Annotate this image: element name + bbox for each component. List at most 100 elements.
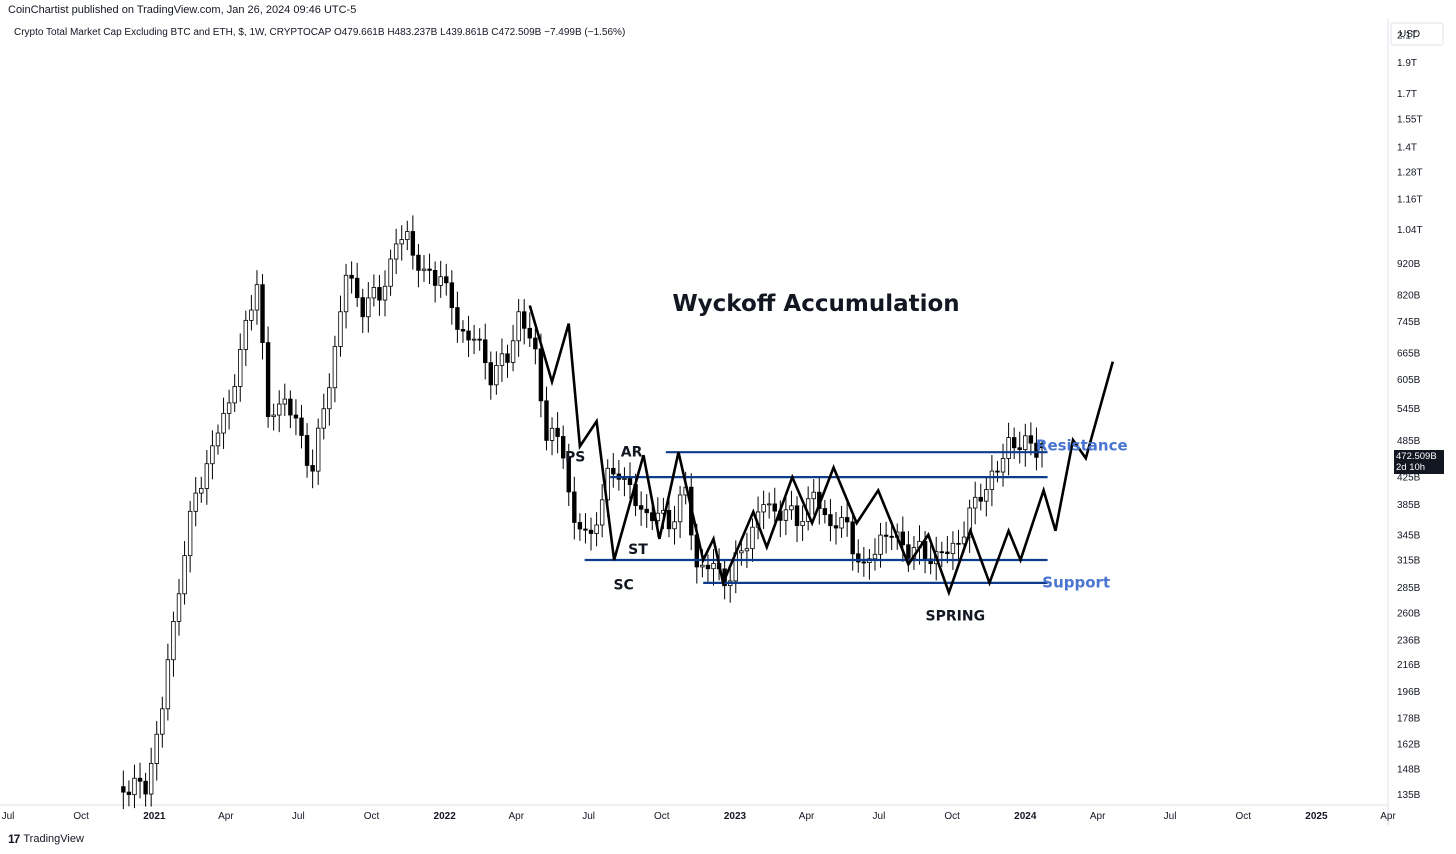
candle-body — [555, 427, 560, 437]
candle-body — [711, 562, 716, 570]
price-tick-label: 196B — [1397, 687, 1421, 698]
candle-body — [677, 494, 683, 523]
candle-body — [494, 365, 499, 386]
candle-body — [343, 274, 349, 313]
candle-body — [265, 342, 271, 418]
candle-body — [160, 708, 165, 735]
candle-body — [967, 507, 972, 538]
candle-body — [828, 514, 833, 527]
annotation-label-spring: SPRING — [926, 609, 986, 625]
candle-body — [165, 659, 171, 710]
price-tick-label: 1.16T — [1397, 195, 1423, 206]
price-tick-label: 2.1T — [1397, 30, 1417, 41]
candle-body — [360, 297, 365, 318]
chart-frame — [0, 18, 1444, 826]
candle-body — [210, 445, 215, 465]
tradingview-logo-icon: 17 — [8, 832, 20, 846]
price-tick-label: 236B — [1397, 635, 1421, 646]
candle-body — [577, 522, 583, 530]
candle-body — [215, 432, 221, 447]
price-tick-label: 260B — [1397, 609, 1421, 620]
time-tick-label: Apr — [218, 811, 234, 822]
currency-button-frame — [1390, 22, 1444, 46]
annotation-label-sc: SC — [613, 578, 633, 594]
candle-body — [282, 398, 287, 405]
candle-body — [421, 268, 427, 271]
price-tick-label: 1.9T — [1397, 58, 1417, 69]
candle-body — [978, 496, 983, 502]
price-tick-label: 315B — [1397, 556, 1421, 567]
price-tick-label: 1.55T — [1397, 114, 1423, 125]
price-tick-label: 425B — [1397, 473, 1421, 484]
time-tick-label: Oct — [1235, 811, 1251, 822]
candle-body — [304, 435, 310, 466]
candle-body — [833, 525, 839, 529]
candle-body — [449, 282, 455, 308]
time-tick-label: Oct — [944, 811, 960, 822]
candle-body — [889, 535, 894, 538]
candle-body — [444, 276, 449, 284]
candle-body — [221, 412, 226, 434]
candle-body — [766, 503, 772, 506]
candle-body — [783, 509, 789, 521]
candle-body — [349, 274, 354, 279]
candle-body — [249, 309, 254, 321]
candle-body — [388, 258, 393, 287]
candle-body — [950, 542, 956, 555]
candle-body — [850, 521, 855, 555]
candle-body — [844, 517, 850, 523]
candle-body — [316, 427, 321, 472]
candle-body — [121, 786, 126, 793]
candle-body — [1011, 437, 1017, 449]
candle-body — [499, 353, 505, 366]
time-tick-label: Oct — [364, 811, 380, 822]
currency-button[interactable]: USD — [1399, 28, 1421, 40]
candle-body — [906, 544, 911, 559]
annotation-labels-layer: PS AR ST SC SPRING Resistance Support — [565, 436, 1128, 624]
price-tick-label: 1.28T — [1397, 167, 1423, 178]
candle-body — [583, 528, 588, 531]
candle-body — [438, 276, 443, 286]
price-tick-label: 820B — [1397, 291, 1421, 302]
candle-body — [182, 555, 187, 595]
candle-body — [393, 243, 399, 260]
candle-body — [410, 231, 416, 256]
candle-body — [466, 330, 471, 341]
candle-body — [800, 520, 805, 526]
candle-body — [594, 524, 599, 534]
tradingview-logo[interactable]: 17 TradingView — [8, 832, 84, 846]
candle-body — [750, 526, 755, 550]
time-tick-label: 2022 — [434, 811, 457, 822]
candle-body — [148, 763, 154, 795]
candle-body — [238, 349, 243, 387]
candle-body — [171, 621, 176, 661]
candle-body — [327, 387, 332, 410]
candle-body — [839, 517, 844, 529]
annotation-label-ar: AR — [621, 444, 643, 460]
time-tick-label: Jul — [582, 811, 595, 822]
candle-body — [399, 239, 404, 245]
time-tick-label: Apr — [1380, 811, 1396, 822]
annotation-label-ps: PS — [565, 449, 585, 465]
candle-body — [254, 284, 260, 311]
candle-body — [310, 465, 315, 472]
candle-body — [861, 561, 867, 564]
price-tick-label: 162B — [1397, 740, 1421, 751]
candle-body — [260, 284, 265, 343]
price-tick-label: 605B — [1397, 375, 1421, 386]
candle-body — [922, 540, 928, 560]
price-tick-label: 385B — [1397, 500, 1421, 511]
candle-body — [945, 551, 950, 555]
candle-body — [126, 791, 132, 796]
candle-body — [176, 593, 182, 622]
candle-body — [611, 467, 616, 475]
candle-body — [299, 417, 304, 436]
candle-body — [371, 287, 377, 299]
candle-body — [460, 329, 466, 332]
candle-body — [939, 551, 944, 554]
candle-body — [366, 297, 371, 318]
candle-body — [705, 564, 711, 570]
time-scale-ticks: Jul Oct 2021 Apr Jul Oct 2022 Apr Jul Oct 2023 Apr J… — [2, 811, 1397, 822]
time-tick-label: Apr — [508, 811, 524, 822]
